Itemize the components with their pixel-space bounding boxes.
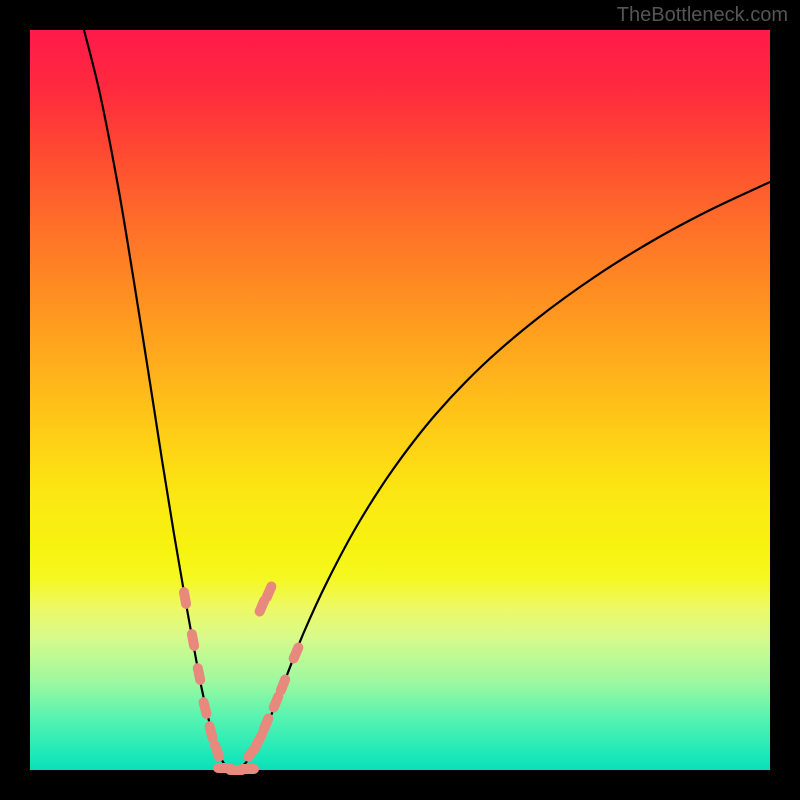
- curve-marker: [192, 662, 206, 686]
- curve-marker: [186, 628, 200, 651]
- curve-markers-group: [178, 580, 305, 775]
- curve-marker: [209, 739, 226, 763]
- bottleneck-curve-right: [233, 182, 770, 770]
- curve-marker: [257, 712, 275, 736]
- curve-marker: [287, 641, 305, 665]
- curve-marker: [197, 696, 212, 720]
- chart-svg: [30, 30, 770, 770]
- curve-marker: [203, 720, 218, 744]
- bottleneck-curve-left: [84, 30, 233, 770]
- watermark-text: TheBottleneck.com: [617, 4, 788, 27]
- curve-marker: [178, 586, 192, 609]
- curve-marker: [237, 764, 259, 774]
- curve-marker: [260, 580, 278, 604]
- curve-marker: [274, 673, 291, 697]
